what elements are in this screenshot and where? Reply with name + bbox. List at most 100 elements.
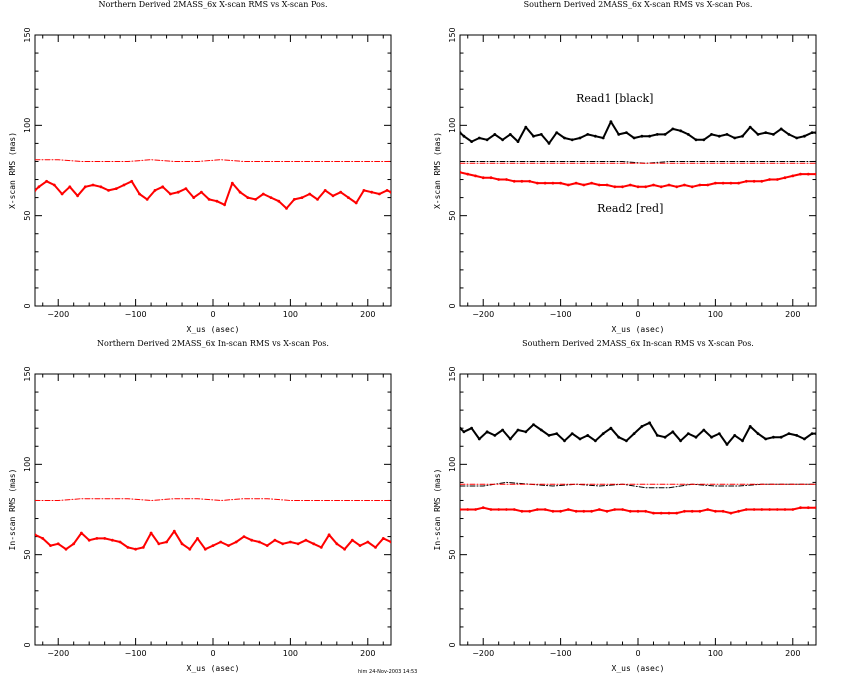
- north-xscan-series-1-line: [35, 159, 391, 162]
- north-inscan-xlabel: X_us (asec): [187, 664, 240, 673]
- south-inscan-series-3-point: [667, 511, 671, 515]
- south-xscan-series-3-point: [460, 170, 462, 174]
- south-inscan-series-3-point: [729, 511, 733, 515]
- south-xscan-series-3-point: [667, 183, 671, 187]
- north-xscan-series-0-point: [285, 207, 288, 210]
- south-xscan-series-3-point: [721, 181, 725, 185]
- south-xscan-series-0-point: [648, 134, 651, 138]
- south-inscan-series-3-point: [683, 509, 686, 513]
- north-inscan-series-0-point: [273, 538, 277, 542]
- north-xscan-series-0-point: [215, 199, 219, 203]
- north-inscan-series-0-point: [49, 544, 52, 547]
- north-inscan-series-0-point: [56, 542, 60, 546]
- north-inscan-ytick-label: 50: [23, 550, 32, 560]
- south-inscan-series-3-point: [714, 509, 717, 513]
- south-inscan-series-3-point: [814, 506, 816, 510]
- south-xscan-series-3-point: [536, 181, 539, 185]
- south-xscan-series-3-point: [760, 179, 764, 183]
- south-xscan-annotation-0: Read1 [black]: [576, 92, 653, 105]
- north-inscan-series-0-point: [134, 547, 138, 551]
- south-xscan-series-0-point: [586, 133, 590, 136]
- south-xscan-chart: Southern Derived 2MASS_6x X-scan RMS vs …: [433, 0, 817, 334]
- north-xscan-xtick-label: 0: [210, 310, 215, 319]
- south-inscan-xlabel: X_us (asec): [612, 664, 665, 673]
- south-xscan-series-3-point: [605, 183, 609, 187]
- south-xscan-series-3-point: [744, 179, 748, 183]
- south-inscan-series-0-point: [787, 432, 791, 435]
- south-xscan-series-3-point: [474, 174, 477, 178]
- north-inscan-plot-area: [35, 498, 391, 551]
- south-inscan-series-3-point: [721, 509, 725, 513]
- south-xscan-series-0-point: [810, 131, 814, 135]
- north-inscan-series-0-point: [95, 537, 99, 540]
- north-xscan-series-0-point: [153, 189, 157, 192]
- south-inscan-series-3-point: [505, 508, 508, 511]
- south-xscan-xtick-label: −100: [550, 310, 572, 319]
- south-inscan-series-0-point: [795, 434, 799, 437]
- south-inscan-series-3-point: [520, 509, 524, 513]
- south-xscan-series-3-point: [582, 183, 586, 187]
- south-xscan-plot-area: [460, 120, 816, 189]
- south-inscan-series-0-point: [655, 434, 659, 437]
- north-xscan-xtick-label: −100: [125, 310, 147, 319]
- south-inscan-ytick-label: 50: [448, 550, 457, 560]
- south-xscan-annotation-1: Read2 [red]: [597, 202, 663, 215]
- south-xscan-series-3-point: [652, 183, 655, 187]
- south-xscan-series-3-point: [543, 181, 547, 185]
- south-xscan-series-0-point: [764, 131, 768, 135]
- south-inscan-series-0-point: [694, 435, 698, 439]
- south-inscan-series-0-point: [625, 439, 628, 443]
- north-xscan-series-0-point: [316, 198, 319, 201]
- north-xscan-series-0-point: [37, 185, 41, 189]
- south-xscan-xtick-label: 200: [785, 310, 800, 319]
- south-inscan-ytick-label: 150: [448, 366, 457, 381]
- north-inscan-series-0-point: [211, 544, 215, 547]
- north-xscan-series-0-point: [339, 190, 343, 194]
- south-inscan-series-0-point: [477, 437, 481, 441]
- south-xscan-series-0-point: [663, 133, 667, 136]
- north-xscan-series-0-point: [161, 185, 165, 189]
- south-xscan-title: Southern Derived 2MASS_6x X-scan RMS vs …: [524, 0, 753, 9]
- south-inscan-series-0-point: [679, 439, 682, 443]
- north-inscan-series-0-point: [234, 540, 238, 544]
- north-inscan-xtick-label: 200: [360, 649, 375, 658]
- north-inscan-series-0-point: [219, 540, 223, 544]
- south-inscan-series-0-point: [532, 423, 535, 426]
- north-inscan-xtick-label: 0: [210, 649, 215, 658]
- north-xscan-series-0-point: [107, 189, 110, 192]
- north-inscan-ytick-label: 0: [23, 642, 32, 647]
- south-xscan-series-0-point: [460, 131, 462, 134]
- south-xscan-series-3-point: [729, 181, 733, 185]
- north-inscan-xtick-label: 100: [283, 649, 298, 658]
- south-xscan-series-0-point: [779, 127, 783, 131]
- south-xscan-xtick-label: 0: [635, 310, 640, 319]
- north-inscan-series-0-point: [72, 542, 76, 546]
- south-inscan-series-3-point: [768, 508, 771, 511]
- south-xscan-series-3-point: [520, 179, 524, 183]
- north-xscan-plot-area: [35, 159, 391, 210]
- north-inscan-series-0-point: [126, 546, 130, 549]
- south-inscan-series-0-point: [748, 425, 752, 428]
- south-inscan-series-0-point: [485, 430, 489, 434]
- south-inscan-series-0-point: [648, 421, 651, 425]
- south-xscan-series-3-point: [528, 179, 532, 183]
- north-xscan-xlabel: X_us (asec): [187, 325, 240, 334]
- south-xscan-series-0-point: [563, 136, 566, 140]
- north-inscan-series-0-point: [312, 542, 315, 546]
- south-xscan-ytick-label: 150: [448, 27, 457, 42]
- north-xscan-series-0-point: [192, 196, 196, 200]
- north-xscan-series-0-point: [68, 185, 72, 189]
- south-inscan-series-3-point: [760, 508, 764, 511]
- south-inscan-series-0-point: [524, 430, 528, 434]
- south-xscan-series-3-point: [613, 185, 617, 189]
- north-inscan-ylabel: In-scan RMS (mas): [8, 469, 17, 551]
- north-inscan-series-0-point: [35, 533, 37, 537]
- south-xscan-series-0-point: [756, 133, 760, 136]
- south-xscan-series-3-point: [497, 178, 501, 181]
- south-inscan-series-0-point: [617, 435, 621, 439]
- south-inscan-xtick-label: 200: [785, 649, 800, 658]
- south-inscan-series-0-point: [686, 432, 690, 435]
- north-xscan-series-0-point: [354, 201, 358, 205]
- south-inscan-series-3-point: [783, 508, 787, 511]
- south-xscan-series-3-point: [597, 183, 601, 187]
